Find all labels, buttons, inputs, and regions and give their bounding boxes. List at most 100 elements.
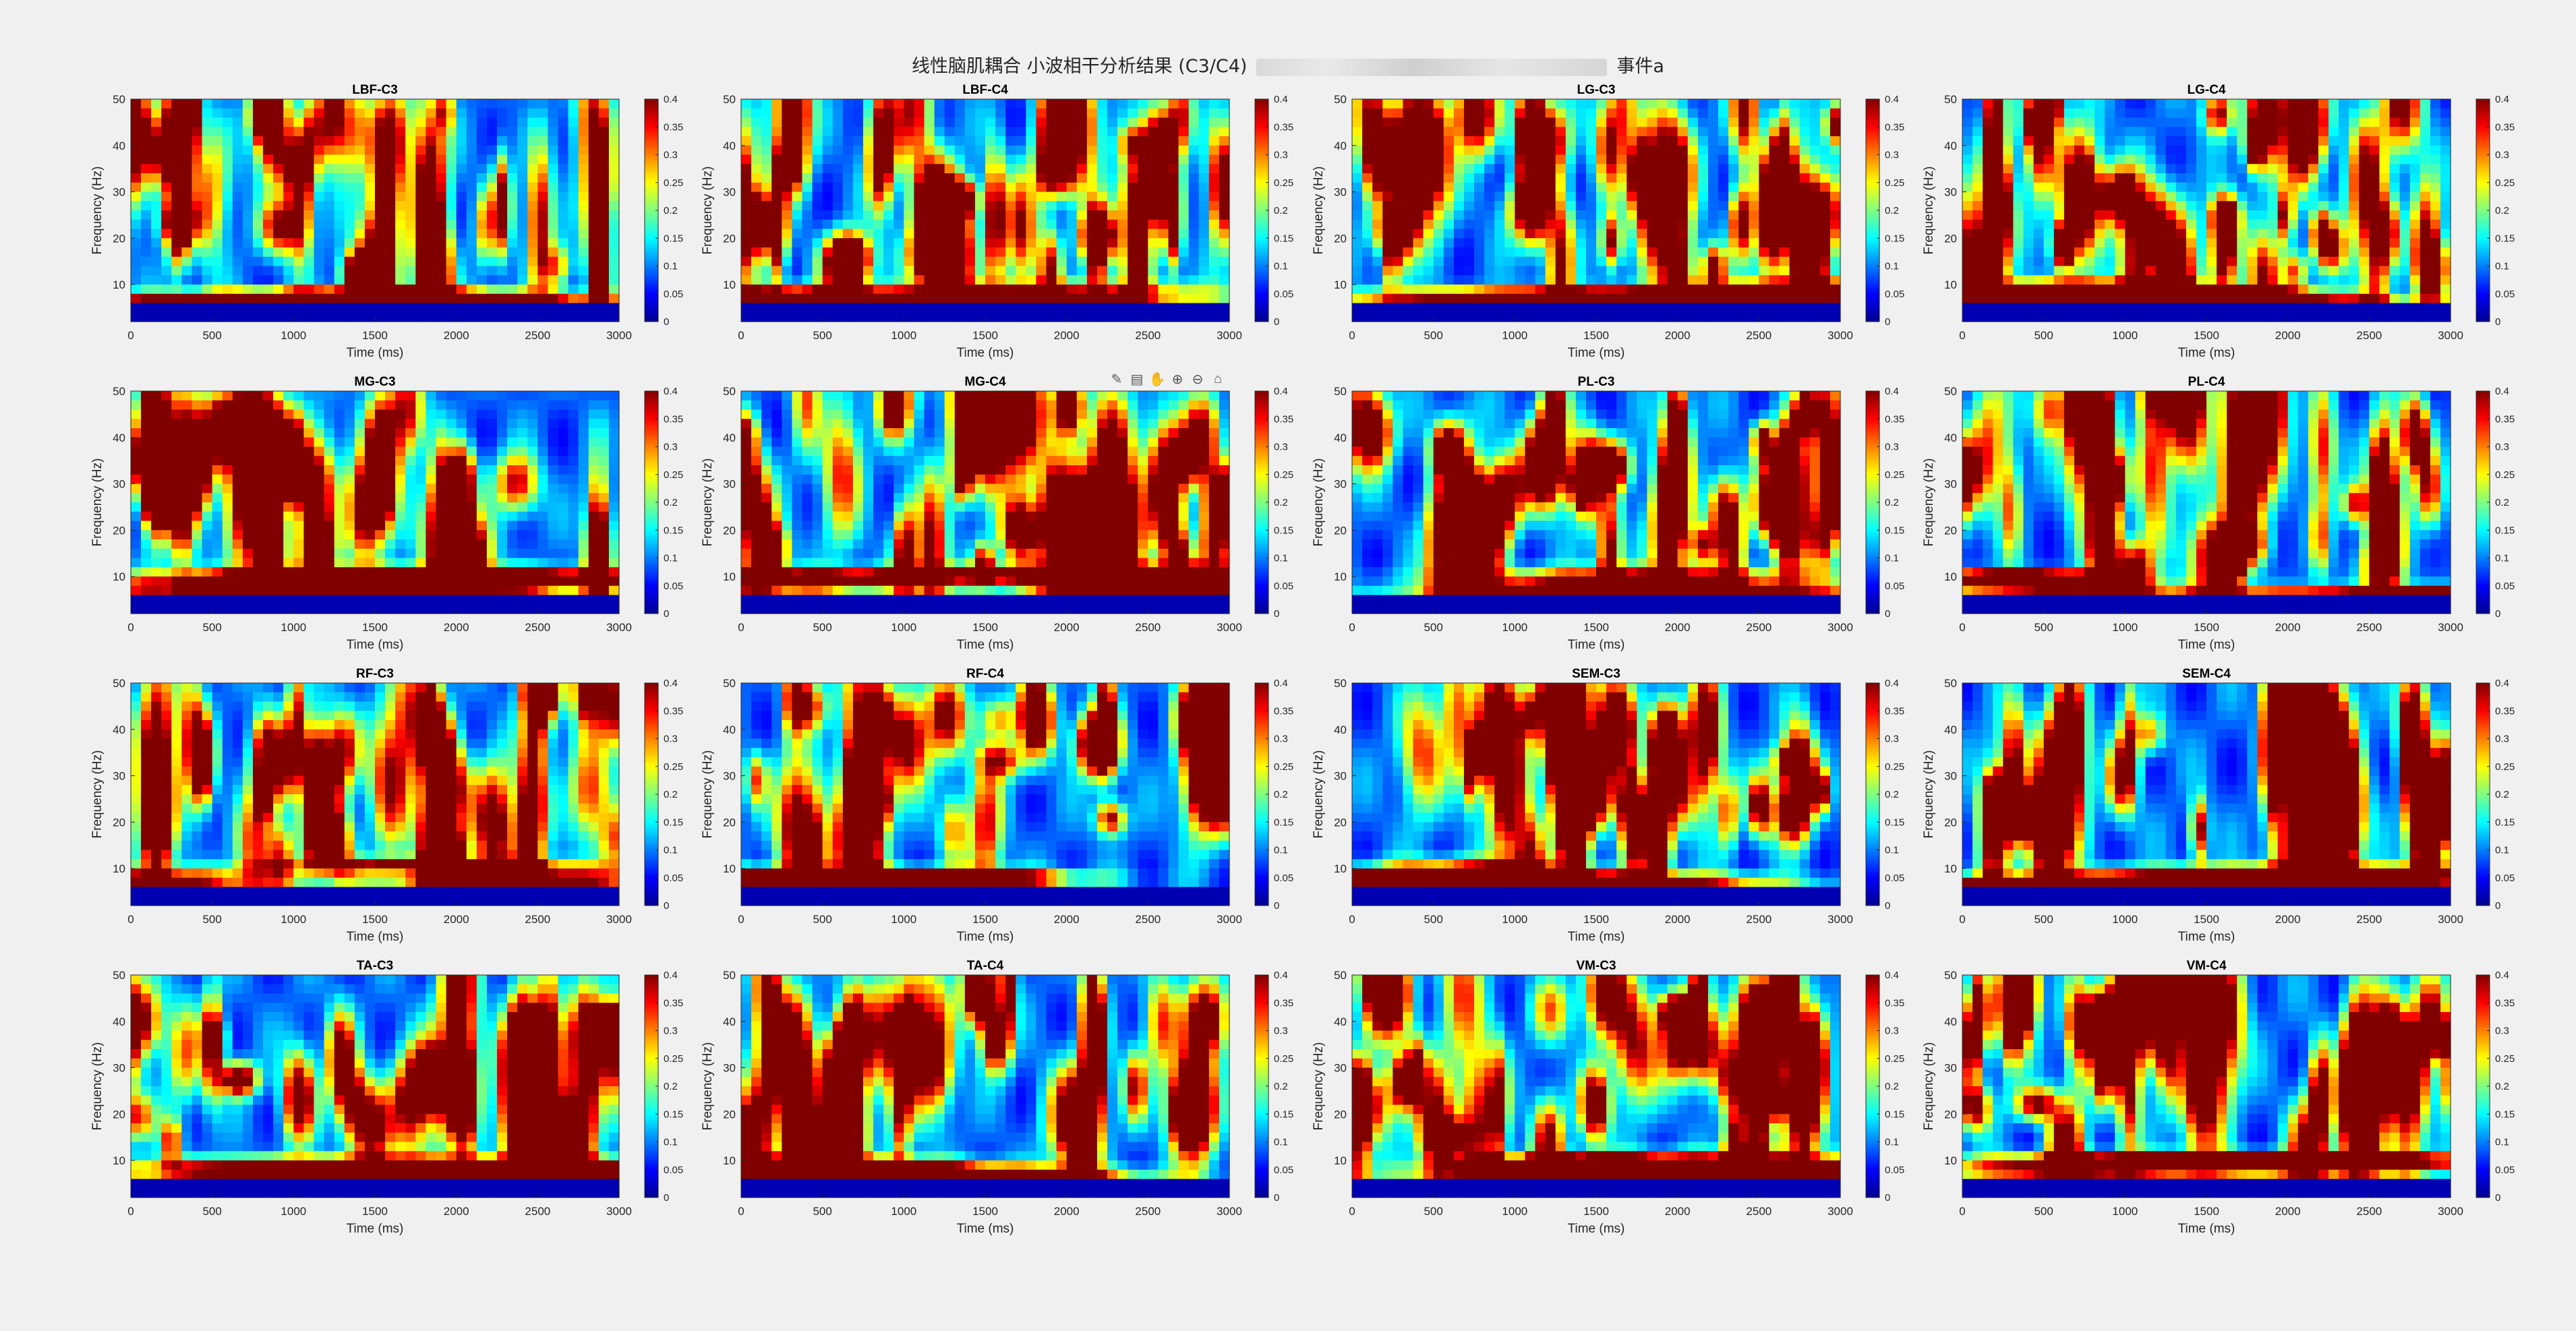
heat-cell	[1403, 183, 1413, 192]
heat-cell	[1637, 312, 1647, 322]
heat-cell	[1087, 247, 1098, 257]
heat-cell	[2278, 294, 2289, 303]
heatmap-panel[interactable]: LBF-C30 500 1000 1500 2000 2500 30001020304050…	[90, 83, 683, 360]
heatmap-panel[interactable]: LG-C30 500 1000 1500 2000 2500 30001020304050T…	[1312, 83, 1904, 360]
heat-cell	[385, 99, 396, 109]
heat-cell	[771, 201, 782, 210]
heat-cell	[2024, 247, 2035, 257]
x-tick-label: 1000	[2112, 329, 2138, 342]
heat-cell	[965, 257, 976, 266]
heat-cell	[1077, 257, 1088, 266]
heat-cell	[1362, 192, 1373, 202]
heat-cell	[1403, 201, 1413, 210]
heat-cell	[253, 419, 264, 428]
heat-cell	[2440, 257, 2451, 266]
heat-cell	[1413, 118, 1424, 127]
heat-cell	[1780, 183, 1790, 192]
heat-cell	[2146, 99, 2157, 109]
heat-cell	[1759, 294, 1769, 303]
heat-cell	[863, 210, 874, 220]
heat-cell	[833, 155, 844, 165]
heat-cell	[467, 136, 477, 146]
heat-cell	[1972, 266, 1983, 276]
heat-cell	[1189, 183, 1200, 192]
heat-cell	[273, 275, 284, 285]
panel-title: LBF-C4	[962, 83, 1008, 97]
heat-cell	[1688, 303, 1699, 313]
heat-cell	[2308, 210, 2319, 220]
heat-cell	[2186, 285, 2197, 294]
heat-cell	[761, 294, 772, 303]
heatmap-panel[interactable]: LBF-C40 500 1000 1500 2000 2500 30001020304050…	[701, 83, 1293, 360]
heat-cell	[1209, 192, 1220, 202]
heat-cell	[1688, 312, 1699, 322]
heat-cell	[1403, 294, 1413, 303]
heatmap-panel[interactable]: MG-C30 500 1000 1500 2000 2500 30001020304050T…	[90, 375, 683, 652]
heat-cell	[1352, 229, 1363, 239]
heat-cell	[802, 173, 813, 183]
heat-cell	[2125, 229, 2136, 239]
heat-cell	[1780, 303, 1790, 313]
heat-cell	[2176, 136, 2187, 146]
heat-cell	[426, 229, 436, 239]
heat-cell	[426, 155, 436, 165]
heat-cell	[1972, 136, 1983, 146]
heat-cell	[823, 238, 833, 247]
heat-cell	[334, 155, 345, 165]
heat-cell	[2359, 155, 2370, 165]
heat-cell	[1556, 285, 1567, 294]
heat-cell	[1107, 136, 1118, 146]
heat-cell	[1189, 229, 1200, 239]
heat-cell	[1209, 183, 1220, 192]
heat-cell	[1413, 109, 1424, 118]
heat-cell	[1790, 118, 1801, 127]
heat-cell	[751, 266, 762, 276]
heat-cell	[2135, 201, 2146, 210]
heat-cell	[2390, 220, 2401, 229]
heat-cell	[2278, 192, 2289, 202]
heat-cell	[1036, 183, 1047, 192]
heat-cell	[467, 285, 477, 294]
heat-cell	[1535, 118, 1546, 127]
heat-cell	[527, 127, 538, 136]
heat-cell	[995, 275, 1006, 285]
heat-cell	[1047, 220, 1057, 229]
heat-cell	[1444, 238, 1455, 247]
heat-cell	[1820, 118, 1831, 127]
heat-cell	[212, 155, 223, 165]
heat-cell	[1362, 229, 1373, 239]
heat-cell	[1647, 164, 1658, 173]
heat-cell	[1668, 164, 1678, 173]
heat-cell	[1504, 257, 1515, 266]
heat-cell	[405, 118, 416, 127]
heat-cell	[293, 220, 304, 229]
heat-cell	[1820, 173, 1831, 183]
heatmap-panel[interactable]: LG-C40 500 1000 1500 2000 2500 30001020304050T…	[1922, 83, 2515, 360]
heat-cell	[925, 201, 935, 210]
heat-cell	[1616, 312, 1627, 322]
heat-cell	[1362, 99, 1373, 109]
heat-cell	[314, 183, 325, 192]
heat-cell	[2054, 127, 2065, 136]
heat-cell	[1972, 99, 1983, 109]
heat-cell	[1382, 247, 1393, 257]
heat-cell	[233, 136, 243, 146]
heat-cell	[1525, 229, 1535, 239]
heat-cell	[853, 173, 864, 183]
heat-cell	[2115, 275, 2126, 285]
heat-cell	[1820, 210, 1831, 220]
heat-cell	[1627, 118, 1637, 127]
heat-cell	[751, 238, 762, 247]
heat-cell	[1728, 164, 1739, 173]
heat-cell	[2166, 155, 2177, 165]
heat-cell	[2369, 118, 2380, 127]
heat-cell	[751, 303, 762, 313]
heat-cell	[1036, 201, 1047, 210]
x-tick-label: 2500	[2356, 329, 2382, 342]
heat-cell	[2410, 136, 2421, 146]
y-tick-label: 10	[1334, 278, 1347, 291]
heat-cell	[609, 220, 620, 229]
heat-cell	[2084, 109, 2095, 118]
heat-cell	[1484, 285, 1495, 294]
heat-cell	[467, 146, 477, 155]
